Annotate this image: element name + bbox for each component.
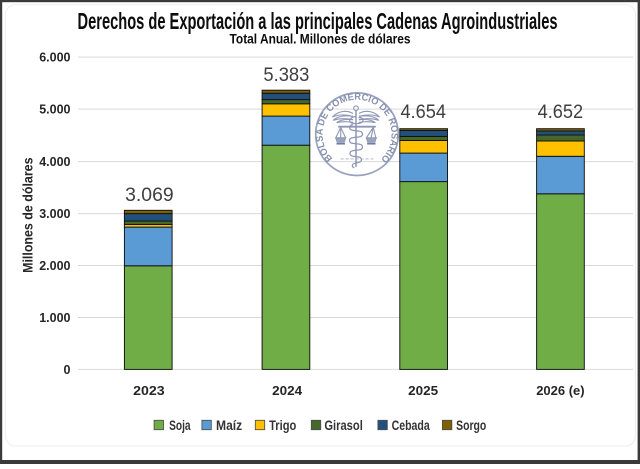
svg-text:Trigo: Trigo <box>269 417 296 433</box>
svg-text:5.383: 5.383 <box>263 64 309 86</box>
svg-text:5.000: 5.000 <box>39 103 70 117</box>
svg-text:6.000: 6.000 <box>39 51 70 65</box>
svg-text:2023: 2023 <box>133 383 165 398</box>
svg-text:3.069: 3.069 <box>125 184 174 206</box>
svg-text:3.000: 3.000 <box>39 207 70 221</box>
svg-text:2025: 2025 <box>408 383 438 398</box>
svg-text:2024: 2024 <box>272 383 303 398</box>
svg-text:4.000: 4.000 <box>39 155 70 169</box>
svg-text:Sorgo: Sorgo <box>456 417 486 433</box>
svg-text:Soja: Soja <box>169 417 191 433</box>
svg-text:Maíz: Maíz <box>216 417 242 433</box>
svg-text:1.000: 1.000 <box>39 311 70 325</box>
svg-text:2.000: 2.000 <box>39 259 70 273</box>
svg-text:4.654: 4.654 <box>400 101 446 123</box>
svg-text:Cebada: Cebada <box>392 417 430 433</box>
svg-text:Total Anual. Millones de dólar: Total Anual. Millones de dólares <box>230 30 411 46</box>
svg-text:Derechos de Exportación a las: Derechos de Exportación a las principale… <box>78 8 558 34</box>
svg-text:Girasol: Girasol <box>324 417 362 433</box>
svg-text:0: 0 <box>64 363 71 377</box>
svg-text:Millones de dólares: Millones de dólares <box>20 157 36 273</box>
svg-text:4.652: 4.652 <box>538 101 584 123</box>
svg-text:2026 (e): 2026 (e) <box>536 383 584 398</box>
